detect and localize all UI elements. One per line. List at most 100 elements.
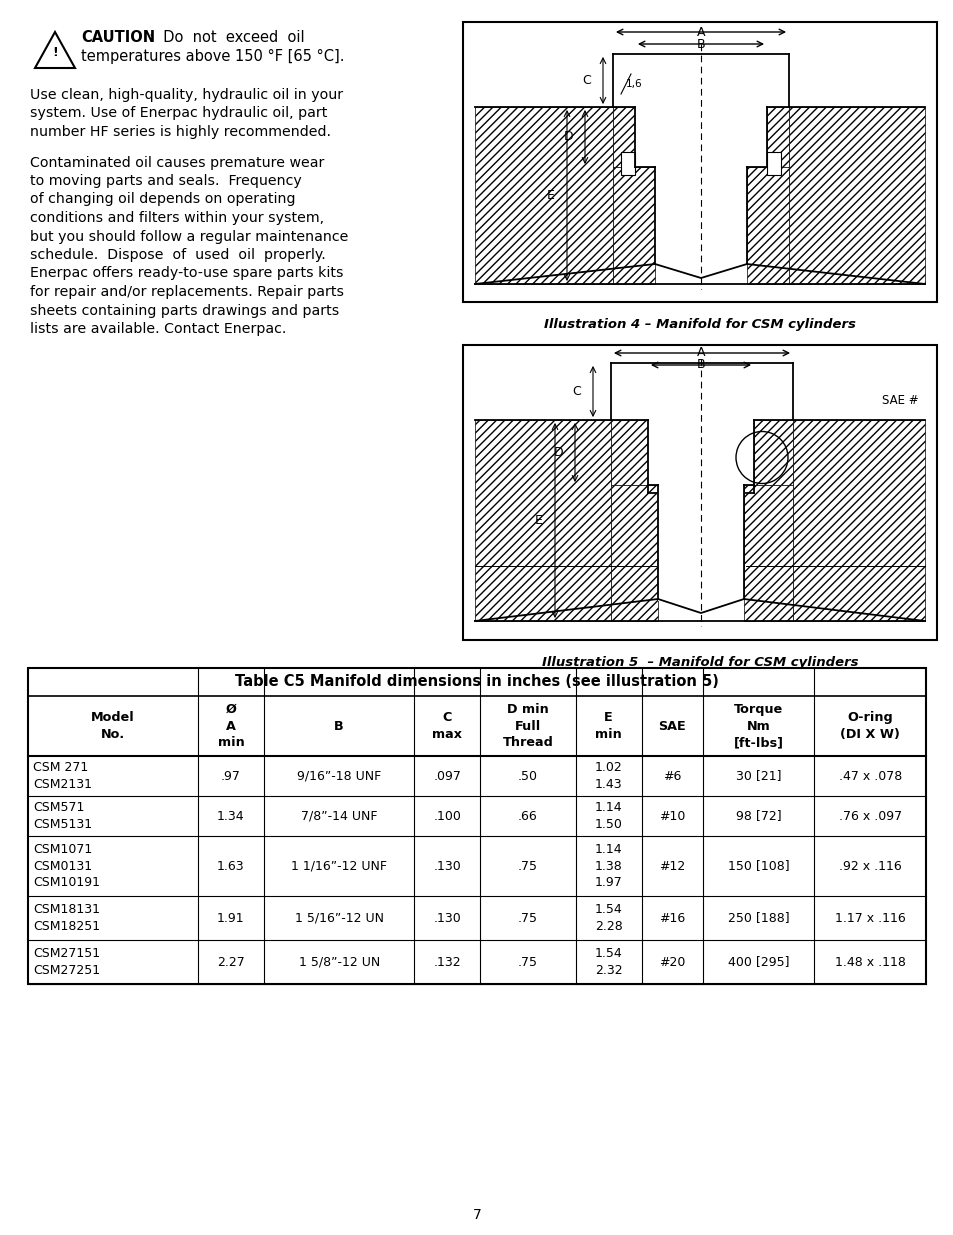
- Text: :  Do  not  exceed  oil: : Do not exceed oil: [149, 30, 304, 44]
- Text: .97: .97: [221, 769, 240, 783]
- Text: D min
Full
Thread: D min Full Thread: [502, 703, 553, 748]
- Text: Torque
Nm
[ft-lbs]: Torque Nm [ft-lbs]: [733, 703, 782, 748]
- Text: 250 [188]: 250 [188]: [727, 911, 788, 925]
- Text: to moving parts and seals.  Frequency: to moving parts and seals. Frequency: [30, 174, 301, 188]
- Text: C: C: [572, 385, 580, 398]
- Text: but you should follow a regular maintenance: but you should follow a regular maintena…: [30, 230, 348, 243]
- Text: system. Use of Enerpac hydraulic oil, part: system. Use of Enerpac hydraulic oil, pa…: [30, 106, 327, 121]
- Text: #6: #6: [662, 769, 680, 783]
- Bar: [613, 54, 788, 107]
- Text: 1.63: 1.63: [217, 860, 245, 872]
- Text: temperatures above 150 °F [65 °C].: temperatures above 150 °F [65 °C].: [81, 49, 344, 64]
- Text: E: E: [547, 189, 555, 203]
- Text: 7: 7: [472, 1208, 481, 1221]
- Bar: [610, 420, 647, 485]
- Text: Illustration 5  – Manifold for CSM cylinders: Illustration 5 – Manifold for CSM cylind…: [541, 656, 858, 669]
- Bar: [658, 485, 743, 601]
- Text: D: D: [553, 446, 562, 459]
- Text: O-ring
(DI X W): O-ring (DI X W): [840, 711, 900, 741]
- Bar: [753, 420, 792, 485]
- Text: B: B: [696, 37, 704, 51]
- Text: !: !: [52, 46, 58, 58]
- Text: conditions and filters within your system,: conditions and filters within your syste…: [30, 211, 324, 225]
- Bar: [613, 167, 655, 284]
- Text: Enerpac offers ready-to-use spare parts kits: Enerpac offers ready-to-use spare parts …: [30, 267, 343, 280]
- Bar: [613, 107, 635, 167]
- Text: Use clean, high-quality, hydraulic oil in your: Use clean, high-quality, hydraulic oil i…: [30, 88, 343, 103]
- Text: lists are available. Contact Enerpac.: lists are available. Contact Enerpac.: [30, 322, 286, 336]
- Text: 1.34: 1.34: [217, 809, 245, 823]
- Bar: [475, 107, 613, 284]
- Text: 1 5/8”-12 UN: 1 5/8”-12 UN: [298, 956, 379, 968]
- Text: SAE: SAE: [658, 720, 685, 732]
- Bar: [475, 420, 610, 621]
- Text: .097: .097: [433, 769, 461, 783]
- Text: 2.27: 2.27: [216, 956, 245, 968]
- Text: 400 [295]: 400 [295]: [727, 956, 788, 968]
- Text: Ø
A
min: Ø A min: [217, 703, 244, 748]
- Text: .92 x .116: .92 x .116: [838, 860, 901, 872]
- Text: .130: .130: [433, 860, 461, 872]
- Text: 1.14
1.38
1.97: 1.14 1.38 1.97: [594, 844, 621, 889]
- Text: Contaminated oil causes premature wear: Contaminated oil causes premature wear: [30, 156, 324, 169]
- Bar: [635, 107, 766, 167]
- Bar: [743, 485, 792, 621]
- Text: for repair and/or replacements. Repair parts: for repair and/or replacements. Repair p…: [30, 285, 344, 299]
- Text: .75: .75: [517, 911, 537, 925]
- Text: 1 5/16”-12 UN: 1 5/16”-12 UN: [294, 911, 383, 925]
- Text: .132: .132: [433, 956, 460, 968]
- Bar: [792, 420, 924, 621]
- Bar: [647, 420, 753, 485]
- Text: #10: #10: [659, 809, 684, 823]
- Text: of changing oil depends on operating: of changing oil depends on operating: [30, 193, 295, 206]
- Bar: [462, 345, 936, 640]
- Bar: [766, 152, 781, 175]
- Text: A: A: [696, 347, 704, 359]
- Text: 1.48 x .118: 1.48 x .118: [834, 956, 904, 968]
- Text: 1.91: 1.91: [217, 911, 245, 925]
- Text: 1,6: 1,6: [625, 79, 642, 89]
- Text: .130: .130: [433, 911, 461, 925]
- Text: .50: .50: [517, 769, 537, 783]
- Text: .75: .75: [517, 956, 537, 968]
- Bar: [28, 668, 925, 984]
- Text: .76 x .097: .76 x .097: [838, 809, 901, 823]
- Bar: [610, 485, 658, 621]
- Text: 1.14
1.50: 1.14 1.50: [594, 802, 621, 831]
- Text: C: C: [581, 74, 590, 86]
- Text: #20: #20: [659, 956, 684, 968]
- Text: sheets containing parts drawings and parts: sheets containing parts drawings and par…: [30, 304, 339, 317]
- Bar: [462, 22, 936, 303]
- Text: number HF series is highly recommended.: number HF series is highly recommended.: [30, 125, 331, 140]
- Bar: [620, 152, 635, 175]
- Text: E: E: [535, 514, 542, 527]
- Text: 1.54
2.28: 1.54 2.28: [594, 903, 621, 932]
- Text: 1.54
2.32: 1.54 2.32: [594, 947, 621, 977]
- Text: 1.02
1.43: 1.02 1.43: [594, 761, 621, 790]
- Text: 98 [72]: 98 [72]: [735, 809, 781, 823]
- Text: #16: #16: [659, 911, 684, 925]
- Bar: [766, 107, 788, 167]
- Bar: [610, 363, 792, 420]
- Text: E
min: E min: [595, 711, 621, 741]
- Text: 30 [21]: 30 [21]: [735, 769, 781, 783]
- Text: .47 x .078: .47 x .078: [838, 769, 901, 783]
- Text: D: D: [563, 131, 573, 143]
- Text: CSM27151
CSM27251: CSM27151 CSM27251: [33, 947, 100, 977]
- Text: #12: #12: [659, 860, 684, 872]
- Text: B: B: [334, 720, 344, 732]
- Text: .75: .75: [517, 860, 537, 872]
- Text: schedule.  Dispose  of  used  oil  properly.: schedule. Dispose of used oil properly.: [30, 248, 325, 262]
- Text: A: A: [696, 26, 704, 38]
- Text: CSM1071
CSM0131
CSM10191: CSM1071 CSM0131 CSM10191: [33, 844, 100, 889]
- Bar: [655, 167, 746, 264]
- Text: 1 1/16”-12 UNF: 1 1/16”-12 UNF: [291, 860, 387, 872]
- Text: CSM571
CSM5131: CSM571 CSM5131: [33, 802, 92, 831]
- Text: CAUTION: CAUTION: [81, 30, 155, 44]
- Text: CSM 271
CSM2131: CSM 271 CSM2131: [33, 761, 91, 790]
- Text: Table C5 Manifold dimensions in inches (see illustration 5): Table C5 Manifold dimensions in inches (…: [234, 674, 719, 689]
- Text: Model
No.: Model No.: [91, 711, 134, 741]
- Text: SAE #: SAE #: [882, 394, 918, 408]
- Bar: [746, 167, 788, 284]
- Text: B: B: [696, 358, 704, 372]
